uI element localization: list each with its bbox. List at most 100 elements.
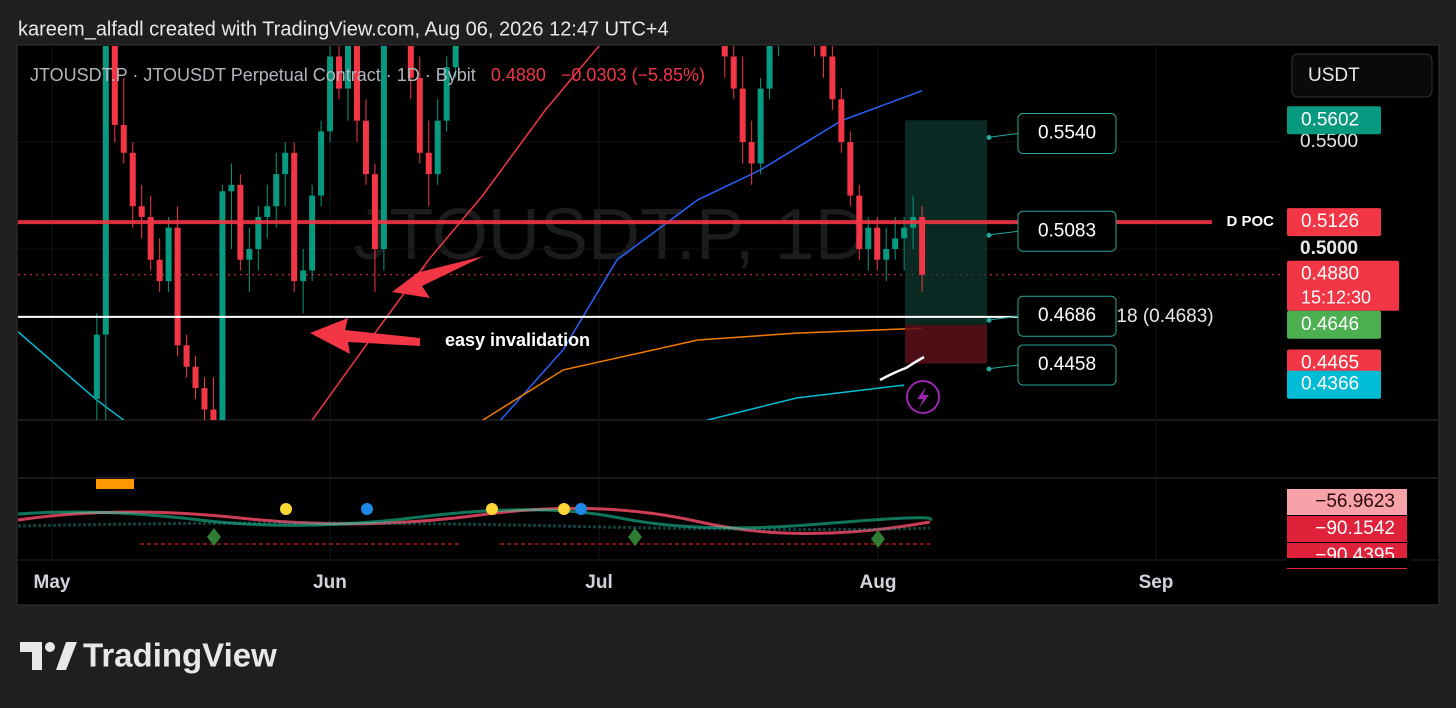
countdown: 15:12:30 bbox=[1301, 287, 1371, 307]
candle-body bbox=[847, 142, 854, 196]
time-axis: May Jun Jul Aug Sep bbox=[34, 572, 1174, 593]
oscillator-tag-label: −90.1542 bbox=[1315, 518, 1395, 539]
oscillator-tag-label: −56.9623 bbox=[1315, 491, 1395, 512]
legend-last: 0.4880 bbox=[491, 65, 546, 85]
price-tag-label: 0.4465 bbox=[1301, 353, 1359, 374]
time-label: Sep bbox=[1139, 572, 1174, 593]
candle-body bbox=[883, 249, 890, 260]
watermark: JTOUSDT.P, 1D bbox=[353, 195, 867, 275]
candle-body bbox=[228, 184, 235, 192]
candle-body bbox=[345, 46, 352, 89]
candle-body bbox=[802, 0, 808, 14]
candle-body bbox=[210, 409, 217, 420]
chart-frame bbox=[16, 44, 1440, 606]
candle-body bbox=[829, 56, 836, 100]
candle-body bbox=[273, 174, 280, 207]
candle-body bbox=[452, 46, 459, 68]
candle-body bbox=[336, 56, 343, 89]
time-label: Aug bbox=[860, 572, 897, 593]
candle-body bbox=[434, 120, 441, 175]
candle-body bbox=[874, 227, 881, 260]
candle-body bbox=[111, 46, 118, 125]
candle-body bbox=[865, 227, 872, 250]
price-tag bbox=[1287, 106, 1381, 135]
time-label: Jun bbox=[313, 572, 347, 593]
alert-icon[interactable] bbox=[906, 380, 940, 414]
candle-body bbox=[785, 0, 791, 14]
candle-body bbox=[282, 152, 289, 175]
candle-body bbox=[704, 0, 710, 14]
price-box bbox=[1017, 344, 1117, 386]
candle-body bbox=[757, 88, 764, 164]
candle-body bbox=[353, 46, 360, 121]
poc-label: D POC bbox=[1226, 213, 1274, 230]
oscillator-tag bbox=[1287, 489, 1407, 515]
candle-body bbox=[713, 0, 719, 14]
candle-body bbox=[892, 238, 899, 250]
currency-button[interactable] bbox=[1291, 53, 1433, 98]
candle-body bbox=[371, 174, 378, 250]
time-label: Jul bbox=[585, 572, 612, 593]
candle-body bbox=[138, 206, 145, 217]
box-anchor bbox=[986, 232, 992, 238]
candle-body bbox=[246, 249, 253, 260]
candle-body bbox=[165, 227, 172, 282]
legend: JTOUSDT.P · JTOUSDT Perpetual Contract ·… bbox=[30, 65, 705, 85]
price-box-label: 0.5540 bbox=[1038, 123, 1096, 144]
price-tag bbox=[1287, 260, 1399, 311]
candle-body bbox=[129, 152, 136, 207]
price-box-label: 0.4458 bbox=[1038, 354, 1096, 375]
candle-body bbox=[901, 227, 908, 239]
candle-body bbox=[739, 88, 746, 143]
price-tag bbox=[1287, 208, 1381, 237]
arrow bbox=[310, 318, 420, 354]
box-anchor bbox=[986, 317, 992, 323]
arrow bbox=[392, 256, 484, 298]
candle-body bbox=[362, 120, 369, 175]
brand-logo bbox=[20, 642, 77, 670]
price-tag-label: 0.4880 bbox=[1301, 264, 1359, 285]
moving-average bbox=[311, 46, 601, 420]
candle-body bbox=[776, 14, 782, 46]
price-box-label: 0.4686 bbox=[1038, 305, 1096, 326]
candle-body bbox=[300, 270, 307, 282]
candle-body bbox=[192, 366, 199, 389]
candle-body bbox=[120, 124, 127, 153]
legend-symbol: JTOUSDT.P · JTOUSDT Perpetual Contract ·… bbox=[30, 65, 476, 85]
price-box-label: 0.5083 bbox=[1038, 220, 1096, 241]
candle-body bbox=[416, 77, 423, 153]
currency-label[interactable]: USDT bbox=[1308, 65, 1360, 86]
header: kareem_alfadl created with TradingView.c… bbox=[18, 18, 669, 40]
candle-body bbox=[183, 345, 190, 367]
price-tick-label: 0.5500 bbox=[1300, 131, 1358, 152]
time-label: May bbox=[34, 572, 71, 593]
candle-body bbox=[174, 227, 181, 346]
oscillator bbox=[17, 479, 933, 548]
price-box bbox=[1017, 295, 1117, 337]
candle-body bbox=[443, 67, 450, 121]
candle-body bbox=[820, 46, 827, 57]
candle-body bbox=[730, 56, 737, 89]
candle-body bbox=[811, 14, 817, 35]
alert-bolt bbox=[917, 387, 929, 408]
candle-body bbox=[156, 259, 163, 282]
price-tag-label: 0.5126 bbox=[1301, 211, 1359, 232]
price-tag bbox=[1287, 310, 1381, 339]
candle-body bbox=[255, 216, 262, 250]
oscillator-tag bbox=[1287, 516, 1407, 542]
price-tag-label: 0.5602 bbox=[1301, 109, 1359, 130]
price-box bbox=[1017, 210, 1117, 252]
candle-body bbox=[201, 388, 208, 410]
candle-body bbox=[219, 191, 226, 420]
moving-average bbox=[706, 384, 905, 420]
candle-body bbox=[407, 46, 414, 78]
candle-body bbox=[919, 216, 926, 275]
price-tag-label: 0.4366 bbox=[1301, 374, 1359, 395]
candle-body bbox=[380, 46, 387, 250]
candle-body bbox=[327, 56, 334, 132]
candle-body bbox=[766, 46, 773, 89]
candle-body bbox=[462, 0, 468, 14]
price-tick-label: 0.5000 bbox=[1300, 238, 1358, 259]
candle-body bbox=[291, 152, 298, 282]
